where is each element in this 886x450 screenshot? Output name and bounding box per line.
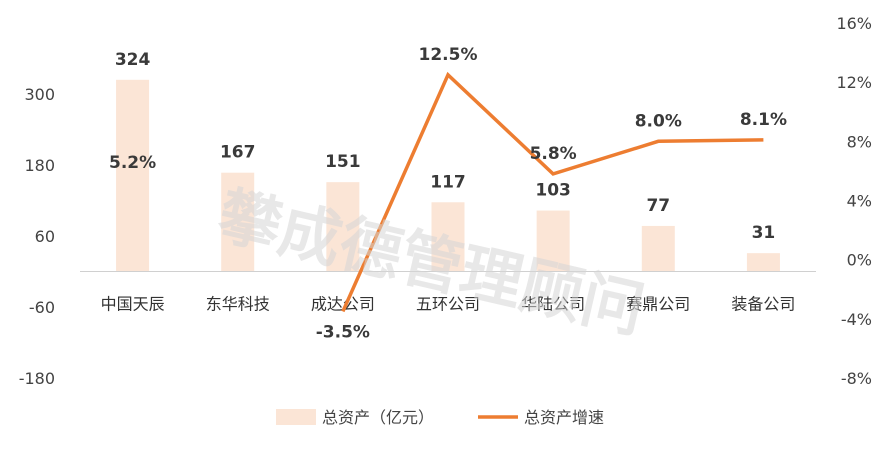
bar-value-label: 31	[752, 223, 776, 243]
bar	[536, 210, 570, 272]
left-tick-label: 60	[35, 227, 55, 246]
category-label: 赛鼎公司	[626, 295, 690, 314]
bar-value-label: 103	[535, 181, 571, 201]
right-tick-label: -8%	[841, 369, 872, 388]
legend-bar-swatch	[276, 409, 316, 425]
watermark-text: 攀成德管理顾问	[212, 178, 651, 347]
line-value-label: 5.8%	[530, 144, 577, 164]
line-value-label: 8.1%	[740, 110, 787, 130]
line-value-labels: 5.2% -3.5% 12.5% 5.8% 8.0% 8.1%	[109, 45, 787, 343]
category-label: 五环公司	[416, 295, 480, 314]
bar	[326, 182, 360, 272]
growth-line	[341, 71, 764, 313]
right-axis: -8% -4% 0% 4% 8% 12% 16%	[836, 14, 872, 388]
line-value-label: 5.2%	[109, 153, 156, 173]
left-axis: -180 -60 60 180 300	[19, 85, 55, 388]
right-tick-label: 16%	[836, 14, 872, 33]
line-value-label: -3.5%	[316, 322, 370, 342]
bar-series	[116, 79, 780, 272]
bar	[116, 79, 150, 272]
bar	[431, 202, 465, 272]
legend-bar-label: 总资产（亿元）	[322, 408, 434, 427]
category-label: 东华科技	[206, 295, 270, 314]
left-tick-label: -180	[19, 369, 55, 388]
right-tick-label: 0%	[847, 251, 872, 270]
bar	[746, 253, 780, 272]
category-label: 中国天辰	[101, 295, 165, 314]
left-tick-label: 180	[24, 156, 55, 175]
bar-value-label: 77	[646, 196, 670, 216]
legend-line-label: 总资产增速	[524, 408, 604, 427]
legend: 总资产（亿元） 总资产增速	[276, 408, 604, 427]
line-value-label: 12.5%	[419, 45, 478, 65]
bar-value-label: 324	[115, 50, 151, 70]
category-label: 成达公司	[311, 295, 375, 314]
category-label: 装备公司	[731, 295, 795, 314]
right-tick-label: 8%	[847, 132, 872, 151]
right-tick-label: -4%	[841, 310, 872, 329]
right-tick-label: 4%	[847, 192, 872, 211]
bar	[221, 172, 255, 272]
bar-value-label: 117	[430, 172, 466, 192]
right-tick-label: 12%	[836, 73, 872, 92]
bar	[641, 225, 675, 272]
category-axis: 中国天辰 东华科技 成达公司 五环公司 华陆公司 赛鼎公司 装备公司	[101, 295, 796, 314]
left-tick-label: 300	[24, 85, 55, 104]
category-label: 华陆公司	[521, 295, 585, 314]
bar-value-label: 167	[220, 143, 256, 163]
line-value-label: 8.0%	[635, 111, 682, 131]
bar-value-label: 151	[325, 152, 361, 172]
left-tick-label: -60	[29, 298, 55, 317]
bar-value-labels: 324 167 151 117 103 77 31	[115, 50, 775, 243]
